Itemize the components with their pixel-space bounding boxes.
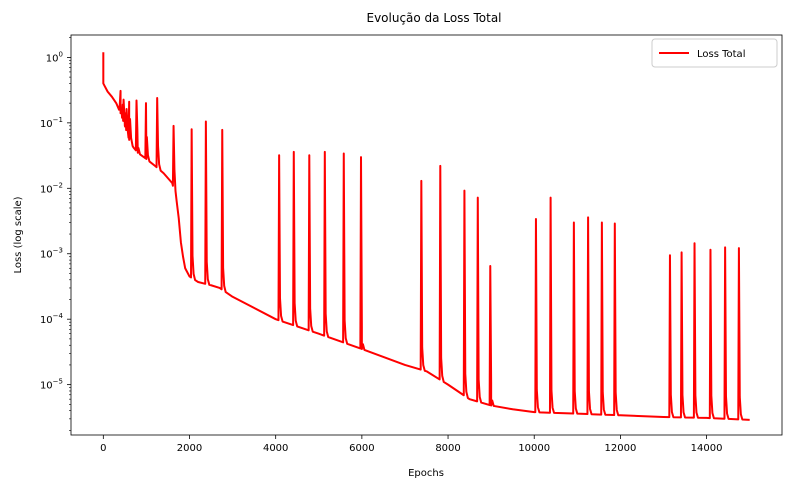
x-tick-label: 12000 <box>605 443 637 454</box>
legend: Loss Total <box>651 38 778 68</box>
plot-area <box>102 52 750 421</box>
x-tick-label: 8000 <box>435 443 460 454</box>
y-tick-label: 10−2 <box>40 181 63 195</box>
legend-frame <box>651 38 778 68</box>
x-tick-label: 10000 <box>518 443 550 454</box>
plot-frame <box>70 34 783 436</box>
x-tick-label: 2000 <box>177 443 202 454</box>
x-tick-label: 4000 <box>263 443 288 454</box>
y-tick-label: 10−1 <box>40 116 63 130</box>
legend-label: Loss Total <box>697 49 745 60</box>
y-axis: 10−5 10−4 10−3 10−2 10−1 100 <box>40 37 71 431</box>
y-axis-label: Loss (log scale) <box>13 196 24 273</box>
y-tick-label: 100 <box>46 50 63 64</box>
x-axis-label: Epochs <box>408 468 444 479</box>
x-axis: 0 2000 4000 6000 8000 10000 12000 14000 <box>100 435 722 454</box>
y-tick-label: 10−4 <box>40 312 64 326</box>
y-tick-label: 10−3 <box>40 247 63 261</box>
series-line-loss-total <box>102 52 750 421</box>
x-tick-label: 6000 <box>349 443 374 454</box>
y-tick-label: 10−5 <box>40 378 63 392</box>
chart-title: Evolução da Loss Total <box>366 11 501 25</box>
x-tick-label: 14000 <box>691 443 723 454</box>
x-tick-label: 0 <box>100 443 106 454</box>
